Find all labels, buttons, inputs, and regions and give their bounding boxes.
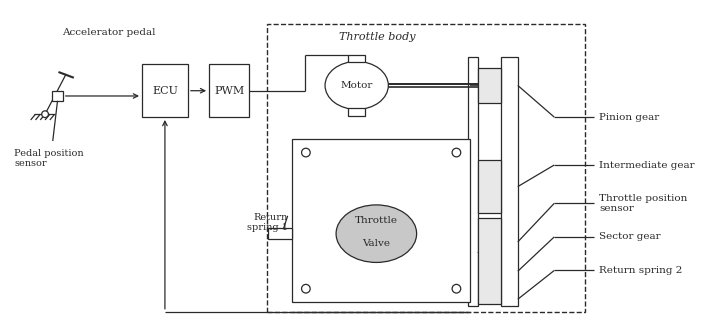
Circle shape bbox=[452, 148, 461, 157]
Circle shape bbox=[42, 111, 48, 118]
Text: Throttle body: Throttle body bbox=[339, 32, 415, 42]
Bar bbox=[468, 57, 477, 306]
Text: Pedal position
sensor: Pedal position sensor bbox=[14, 149, 84, 168]
Text: Return spring 2: Return spring 2 bbox=[599, 266, 683, 275]
Bar bbox=[477, 68, 501, 103]
Circle shape bbox=[301, 148, 311, 157]
Text: Pinion gear: Pinion gear bbox=[599, 113, 659, 121]
Text: Throttle: Throttle bbox=[354, 216, 398, 225]
Bar bbox=[269, 228, 292, 239]
Text: Intermediate gear: Intermediate gear bbox=[599, 161, 695, 169]
Ellipse shape bbox=[336, 205, 417, 262]
Text: PWM: PWM bbox=[214, 86, 245, 96]
Circle shape bbox=[452, 284, 461, 293]
Bar bbox=[52, 91, 63, 101]
Text: ECU: ECU bbox=[152, 86, 178, 96]
Bar bbox=[209, 64, 250, 117]
Bar bbox=[348, 109, 365, 116]
Bar bbox=[292, 139, 470, 302]
Bar bbox=[348, 55, 365, 63]
Circle shape bbox=[301, 284, 311, 293]
Bar bbox=[267, 24, 585, 312]
Bar bbox=[477, 160, 501, 213]
Text: Sector gear: Sector gear bbox=[599, 232, 661, 241]
Text: Accelerator pedal: Accelerator pedal bbox=[62, 28, 156, 37]
Ellipse shape bbox=[325, 62, 389, 110]
Text: Return
spring 1: Return spring 1 bbox=[247, 213, 288, 232]
Bar bbox=[477, 218, 501, 304]
Bar bbox=[142, 64, 188, 117]
Text: Throttle position
sensor: Throttle position sensor bbox=[599, 194, 688, 213]
Bar bbox=[501, 57, 518, 306]
Text: Valve: Valve bbox=[362, 239, 391, 248]
Text: Motor: Motor bbox=[340, 81, 373, 90]
